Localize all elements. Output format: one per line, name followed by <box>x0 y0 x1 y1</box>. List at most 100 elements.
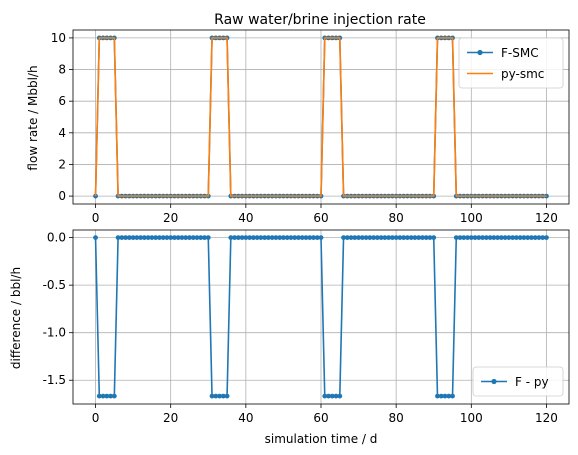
bottom-chart-data-point <box>420 235 425 241</box>
bottom-chart-data-point <box>119 235 125 241</box>
top-chart-ytick-label: 2 <box>58 157 66 171</box>
bottom-chart-data-point <box>359 235 365 241</box>
bottom-chart-data-point <box>311 235 316 241</box>
bottom-chart-data-point <box>356 235 361 241</box>
bottom-chart-data-point <box>389 235 395 241</box>
bottom-chart-xtick-label: 40 <box>238 411 253 425</box>
bottom-chart-xtick-label: 100 <box>460 411 483 425</box>
bottom-chart-data-point <box>446 393 452 399</box>
bottom-chart-data-point <box>450 393 455 399</box>
bottom-chart-xtick-label: 120 <box>535 411 558 425</box>
bottom-chart-data-point <box>303 235 309 241</box>
bottom-chart-data-point <box>435 393 440 399</box>
bottom-chart-data-point <box>299 235 305 241</box>
top-chart-ytick-label: 0 <box>58 189 66 203</box>
bottom-chart-data-point <box>134 235 140 241</box>
bottom-chart-xtick-label: 80 <box>389 411 404 425</box>
bottom-chart-data-point <box>378 235 384 241</box>
bottom-chart-data-point <box>506 235 512 241</box>
bottom-chart-data-point <box>457 235 463 241</box>
bottom-chart-data-point <box>183 235 189 241</box>
bottom-chart-legend-label: F - py <box>515 375 549 389</box>
bottom-chart-data-point <box>536 235 542 241</box>
bottom-chart-data-point <box>453 235 459 241</box>
bottom-chart-data-point <box>104 393 110 399</box>
bottom-chart-data-point <box>318 235 324 241</box>
bottom-chart-data-point <box>93 235 98 241</box>
bottom-chart-data-point <box>247 235 253 241</box>
top-chart-legend: F-SMC py-smc <box>458 37 564 89</box>
bottom-chart-data-point <box>544 235 549 241</box>
bottom-chart-data-point <box>412 235 418 241</box>
bottom-chart-data-point <box>281 235 286 241</box>
top-chart-xtick-label: 0 <box>92 211 100 225</box>
top-chart-legend-box <box>458 37 564 89</box>
bottom-chart-data-point <box>461 235 467 241</box>
top-chart-ytick-label: 8 <box>58 63 66 77</box>
bottom-chart-data-point <box>333 393 339 399</box>
bottom-chart-data-point <box>243 235 249 241</box>
bottom-chart: difference / bbl/h simulation time / d 0… <box>9 229 570 446</box>
bottom-chart-data-point <box>96 393 102 399</box>
bottom-chart-data-point <box>374 235 380 241</box>
bottom-chart-data-point <box>363 235 369 241</box>
bottom-chart-data-point <box>416 235 422 241</box>
bottom-chart-data-point <box>491 235 497 241</box>
bottom-chart-data-point <box>468 235 474 241</box>
bottom-chart-data-point <box>487 235 493 241</box>
bottom-chart-data-point <box>213 393 219 399</box>
bottom-chart-data-point <box>190 235 196 241</box>
bottom-chart-data-point <box>495 235 501 241</box>
bottom-chart-data-point <box>322 393 328 399</box>
bottom-chart-data-point <box>498 235 504 241</box>
bottom-chart-data-point <box>532 235 538 241</box>
bottom-chart-data-point <box>438 393 444 399</box>
bottom-chart-data-point <box>386 235 392 241</box>
bottom-chart-data-point <box>100 393 106 399</box>
top-chart-legend-label: py-smc <box>501 67 544 81</box>
top-chart-title: Raw water/brine injection rate <box>214 12 426 28</box>
top-chart-xtick-label: 40 <box>238 211 253 225</box>
bottom-chart-data-point <box>341 235 346 241</box>
bottom-chart-ytick-label: -0.5 <box>43 278 66 292</box>
top-chart-xtick-label: 60 <box>313 211 328 225</box>
bottom-chart-data-point <box>157 235 162 241</box>
bottom-chart-data-point <box>254 235 260 241</box>
bottom-chart-data-point <box>273 235 279 241</box>
bottom-chart-ticks: 0 20 40 60 80 100 120 0.0 -0.5 -1.0 -1.5 <box>43 231 558 425</box>
bottom-chart-data-point <box>329 393 335 399</box>
top-chart-legend-marker <box>477 49 483 56</box>
bottom-chart-data-point <box>525 235 531 241</box>
bottom-chart-data-point <box>344 235 350 241</box>
bottom-chart-data-point <box>307 235 313 241</box>
top-chart-xtick-label: 100 <box>460 211 483 225</box>
bottom-chart-data-point <box>423 235 429 241</box>
bottom-chart-data-point <box>382 235 388 241</box>
bottom-chart-data-point <box>465 235 470 241</box>
bottom-chart-data-point <box>232 235 237 241</box>
bottom-chart-ytick-label: 0.0 <box>47 231 66 245</box>
top-chart-ytick-label: 6 <box>58 94 66 108</box>
top-chart-series-line-py-smc <box>94 37 547 197</box>
bottom-chart-data-point <box>250 235 256 241</box>
bottom-chart-data-point <box>108 393 113 399</box>
top-chart-xtick-label: 80 <box>389 211 404 225</box>
bottom-chart-data-point <box>371 235 377 241</box>
bottom-chart-data-point <box>472 235 478 241</box>
bottom-chart-data-point <box>296 235 301 241</box>
bottom-chart-data-point <box>337 393 343 399</box>
bottom-chart-data-point <box>172 235 177 241</box>
bottom-chart-data-point <box>314 235 320 241</box>
bottom-chart-data-point <box>126 235 132 241</box>
bottom-chart-data-point <box>352 235 358 241</box>
bottom-chart-data-point <box>217 393 222 399</box>
bottom-chart-data-point <box>476 235 482 241</box>
bottom-chart-xlabel: simulation time / d <box>265 432 378 446</box>
bottom-chart-data-point <box>517 235 523 241</box>
bottom-chart-data-point <box>442 393 448 399</box>
bottom-chart-data-point <box>510 235 516 241</box>
top-chart-ylabel: flow rate / Mbbl/h <box>26 65 40 170</box>
bottom-chart-ytick-label: -1.0 <box>43 326 66 340</box>
top-chart: Raw water/brine injection rate flow rate… <box>26 12 570 225</box>
bottom-chart-data-point <box>205 235 211 241</box>
